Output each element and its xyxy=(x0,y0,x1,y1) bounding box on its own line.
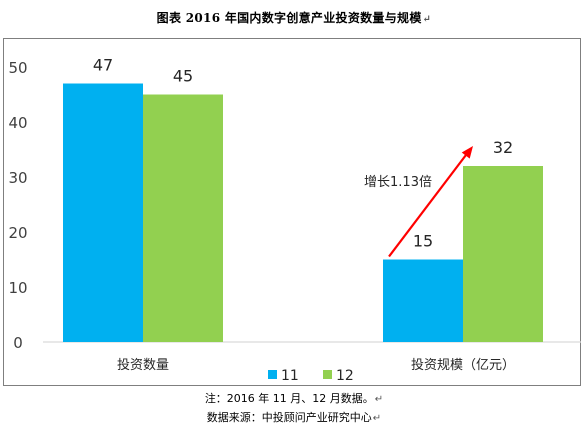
chart-note: 注：2016 年 11 月、12 月数据。↵ xyxy=(0,390,588,406)
data-label: 45 xyxy=(173,67,193,86)
y-tick-label: 40 xyxy=(8,114,27,132)
legend-swatch-12 xyxy=(323,370,332,379)
document-title-text: 图表 2016 年国内数字创意产业投资数量与规模 xyxy=(156,11,422,25)
document-title: 图表 2016 年国内数字创意产业投资数量与规模↵ xyxy=(0,9,588,26)
bar-12-2 xyxy=(463,166,543,342)
legend-label: 11 xyxy=(281,368,299,384)
growth-annotation: 增长1.13倍 xyxy=(364,175,432,190)
y-tick-label: 50 xyxy=(8,59,27,77)
data-label: 47 xyxy=(93,56,113,75)
x-category-label: 投资规模（亿元） xyxy=(411,357,515,373)
y-tick-label: 0 xyxy=(13,334,23,352)
data-label: 32 xyxy=(493,138,513,157)
bar-11-1 xyxy=(63,83,143,342)
chart-frame xyxy=(3,38,581,386)
x-category-label: 投资数量 xyxy=(117,357,169,373)
legend-label: 12 xyxy=(336,368,354,384)
bar-11-2 xyxy=(383,259,463,342)
chart-source: 数据来源：中投顾问产业研究中心↵ xyxy=(0,409,588,425)
paragraph-mark-icon: ↵ xyxy=(372,413,382,424)
y-tick-label: 20 xyxy=(8,224,27,242)
chart-note-text: 注：2016 年 11 月、12 月数据。 xyxy=(204,392,374,405)
growth-arrow-head xyxy=(461,146,473,159)
y-tick-label: 10 xyxy=(8,279,27,297)
paragraph-mark-icon: ↵ xyxy=(422,14,432,25)
legend-swatch-11 xyxy=(268,370,277,379)
bar-12-1 xyxy=(143,94,223,342)
chart-source-text: 数据来源：中投顾问产业研究中心 xyxy=(206,411,372,424)
growth-arrow xyxy=(388,150,470,258)
y-tick-label: 30 xyxy=(8,169,27,187)
data-label: 15 xyxy=(413,232,433,251)
paragraph-mark-icon: ↵ xyxy=(374,394,384,405)
